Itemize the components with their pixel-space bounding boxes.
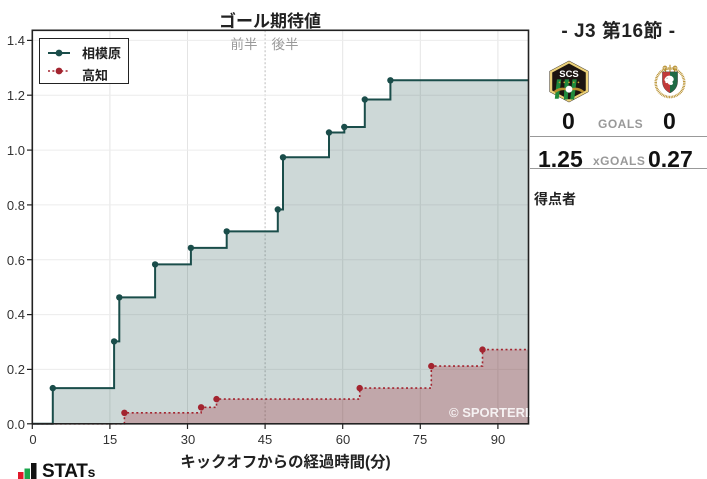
svg-text:SCS: SCS [559,69,578,80]
